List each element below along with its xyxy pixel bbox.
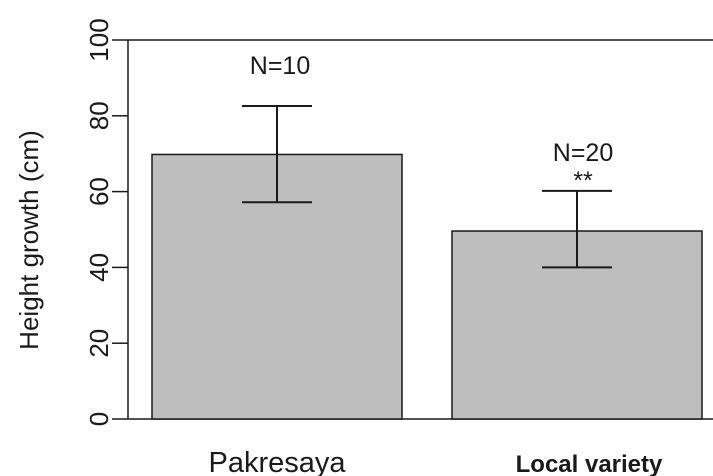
y-tick-label: 0 (84, 412, 114, 426)
y-axis: 0 20 40 60 80 100 (84, 18, 129, 426)
sample-size-label: N=20 (553, 139, 613, 167)
sample-size-label: N=10 (250, 52, 310, 80)
y-tick-label: 80 (84, 101, 114, 130)
y-tick-label: 40 (84, 253, 114, 282)
y-tick-label: 20 (84, 329, 114, 358)
category-label: Pakresaya (208, 447, 346, 476)
error-bars (242, 104, 612, 269)
category-label: Local variety (516, 451, 663, 476)
y-axis-title: Height growth (cm) (14, 130, 44, 350)
x-axis-labels: Pakresaya Local variety (208, 447, 663, 476)
significance-label: ** (573, 167, 593, 195)
y-tick-label: 60 (84, 177, 114, 206)
y-tick-label: 100 (84, 18, 114, 61)
bar-annotations: N=10 N=20** (250, 52, 613, 195)
bars (151, 153, 703, 420)
